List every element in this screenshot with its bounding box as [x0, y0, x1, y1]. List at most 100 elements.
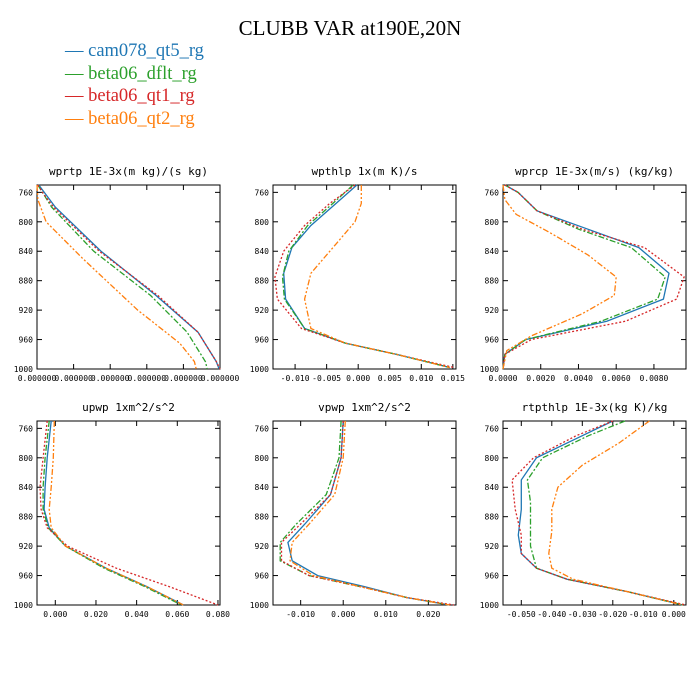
legend-swatch: —: [65, 41, 84, 61]
x-tick-label: -0.010: [281, 374, 310, 383]
x-tick-label: 0.0000: [489, 374, 518, 383]
series-line-beta06_dflt_rg: [502, 184, 666, 370]
series-line-beta06_qt2_rg: [502, 184, 617, 370]
x-tick-label: 0.000: [662, 610, 686, 619]
y-tick-label: 920: [485, 542, 500, 551]
y-tick-label: 920: [485, 306, 500, 315]
legend-swatch: —: [65, 63, 84, 84]
x-tick-label: -0.010: [629, 610, 658, 619]
panel-title: vpwp 1xm^2/s^2: [318, 401, 411, 414]
y-tick-label: 800: [255, 218, 270, 227]
plot-frame: [36, 420, 221, 606]
y-tick-label: 960: [19, 336, 34, 345]
panel-title: rtpthlp 1E-3x(kg K)/kg: [522, 401, 668, 414]
series-line-beta06_dflt_rg: [281, 184, 450, 369]
y-tick-label: 1000: [250, 365, 269, 374]
x-tick-label: 0.000: [43, 610, 67, 619]
y-tick-label: 840: [19, 247, 34, 256]
series-line-cam078_qt5_rg: [38, 184, 220, 370]
y-tick-label: 920: [19, 306, 34, 315]
legend-item: — cam078_qt5_rg: [65, 40, 204, 63]
x-tick-label: 0.005: [378, 374, 402, 383]
plot-frame: [36, 184, 221, 370]
x-tick-label: 0.000000: [201, 374, 240, 383]
legend: — cam078_qt5_rg — beta06_dflt_rg — beta0…: [65, 40, 204, 130]
x-tick-label: 0.020: [416, 610, 440, 619]
y-tick-label: 920: [255, 306, 270, 315]
series-line-cam078_qt5_rg: [43, 420, 184, 606]
x-tick-label: 0.040: [125, 610, 149, 619]
y-tick-label: 1000: [14, 365, 33, 374]
x-tick-label: 0.0040: [564, 374, 593, 383]
y-tick-label: 960: [485, 572, 500, 581]
plot-frame: [502, 420, 687, 606]
y-tick-label: 920: [255, 542, 270, 551]
x-tick-label: 0.010: [409, 374, 433, 383]
y-tick-label: 760: [19, 424, 34, 433]
y-tick-label: 960: [255, 572, 270, 581]
y-tick-label: 1000: [480, 365, 499, 374]
y-tick-label: 840: [485, 483, 500, 492]
series-line-beta06_qt1_rg: [274, 184, 455, 369]
series-line-beta06_dflt_rg: [526, 420, 684, 606]
legend-item: — beta06_qt1_rg: [65, 85, 204, 108]
x-tick-label: -0.050: [507, 610, 536, 619]
series-line-cam078_qt5_rg: [283, 184, 450, 369]
x-tick-label: -0.040: [537, 610, 566, 619]
x-tick-label: -0.030: [568, 610, 597, 619]
legend-item: — beta06_dflt_rg: [65, 63, 204, 86]
x-tick-label: 0.020: [84, 610, 108, 619]
legend-label: cam078_qt5_rg: [88, 41, 204, 61]
series-line-beta06_qt1_rg: [511, 420, 687, 606]
y-tick-label: 880: [19, 277, 34, 286]
y-tick-label: 1000: [250, 601, 269, 610]
series-line-beta06_qt1_rg: [39, 420, 219, 606]
legend-label: beta06_dflt_rg: [88, 63, 197, 84]
series-line-beta06_dflt_rg: [37, 184, 208, 370]
y-tick-label: 760: [255, 424, 270, 433]
y-tick-label: 1000: [480, 601, 499, 610]
x-tick-label: 0.000000: [54, 374, 93, 383]
y-tick-label: 880: [485, 513, 500, 522]
y-tick-label: 840: [19, 483, 34, 492]
x-tick-label: -0.005: [312, 374, 341, 383]
x-tick-label: 0.015: [441, 374, 465, 383]
x-tick-label: -0.010: [286, 610, 315, 619]
series-line-beta06_qt2_rg: [303, 185, 450, 369]
y-tick-label: 760: [255, 188, 270, 197]
y-tick-label: 800: [19, 454, 34, 463]
series-line-beta06_qt2_rg: [289, 420, 450, 606]
x-tick-label: 0.000: [331, 610, 355, 619]
series-line-beta06_dflt_rg: [279, 420, 450, 606]
x-tick-label: 0.000000: [128, 374, 167, 383]
series-line-beta06_qt2_rg: [36, 184, 197, 370]
series-line-beta06_qt1_rg: [280, 420, 455, 606]
x-tick-label: -0.020: [598, 610, 627, 619]
y-tick-label: 960: [255, 336, 270, 345]
legend-swatch: —: [65, 108, 84, 129]
y-tick-label: 760: [485, 424, 500, 433]
series-line-beta06_qt2_rg: [48, 420, 184, 606]
y-tick-label: 840: [255, 483, 270, 492]
x-tick-label: 0.010: [374, 610, 398, 619]
legend-swatch: —: [65, 86, 84, 106]
legend-item: — beta06_qt2_rg: [65, 108, 204, 131]
x-tick-label: 0.000000: [18, 374, 57, 383]
series-line-beta06_qt2_rg: [548, 420, 684, 606]
y-tick-label: 960: [485, 336, 500, 345]
y-tick-label: 880: [485, 277, 500, 286]
panel-title: wprcp 1E-3x(m/s) (kg/kg): [515, 165, 674, 178]
y-tick-label: 800: [255, 454, 270, 463]
panel-title: wpthlp 1x(m K)/s: [312, 165, 418, 178]
x-tick-label: 0.0060: [602, 374, 631, 383]
x-tick-label: 0.080: [206, 610, 230, 619]
y-tick-label: 920: [19, 542, 34, 551]
y-tick-label: 840: [485, 247, 500, 256]
x-tick-label: 0.000000: [164, 374, 203, 383]
y-tick-label: 800: [19, 218, 34, 227]
series-line-cam078_qt5_rg: [502, 184, 670, 370]
legend-label: beta06_qt1_rg: [88, 86, 195, 106]
panel-title: wprtp 1E-3x(m kg)/(s kg): [49, 165, 208, 178]
chart-main-title: CLUBB VAR at190E,20N: [238, 16, 462, 40]
